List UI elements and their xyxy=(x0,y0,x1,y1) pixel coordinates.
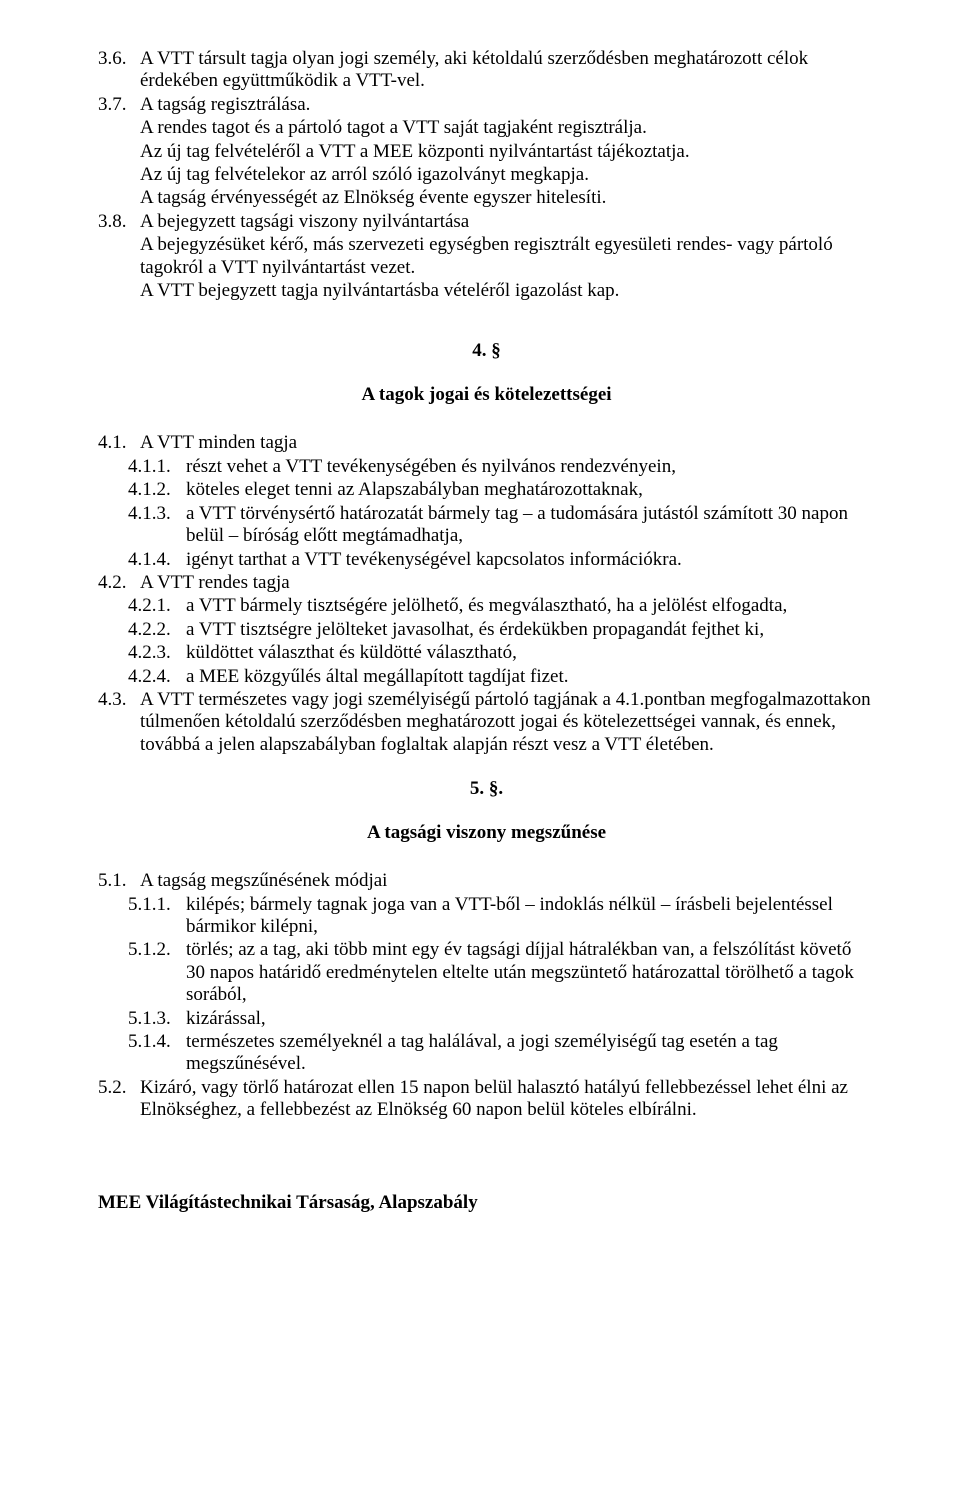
item-text: A VTT rendes tagja xyxy=(140,572,875,594)
item-text: a MEE közgyűlés által megállapított tagd… xyxy=(186,666,875,688)
item-text: kilépés; bármely tagnak joga van a VTT-b… xyxy=(186,894,875,939)
item-text: a VTT bármely tisztségére jelölhető, és … xyxy=(186,595,875,617)
item-number: 4.2.2. xyxy=(128,619,186,641)
item-4-2-4: 4.2.4. a MEE közgyűlés által megállapíto… xyxy=(98,666,875,688)
item-number: 5.1.1. xyxy=(128,894,186,939)
item-3-7-line: Az új tag felvételekor az arról szóló ig… xyxy=(98,164,875,186)
item-text: A bejegyzett tagsági viszony nyilvántart… xyxy=(140,211,875,233)
document-page: 3.6. A VTT társult tagja olyan jogi szem… xyxy=(0,0,960,1262)
item-text: a VTT törvénysértő határozatát bármely t… xyxy=(186,503,875,548)
item-4-1-4: 4.1.4. igényt tarthat a VTT tevékenységé… xyxy=(98,549,875,571)
item-text: természetes személyeknél a tag halálával… xyxy=(186,1031,875,1076)
page-footer: MEE Világítástechnikai Társaság, Alapsza… xyxy=(98,1192,875,1214)
item-text: kizárással, xyxy=(186,1008,875,1030)
item-text: A tagság megszűnésének módjai xyxy=(140,870,875,892)
item-3-7-line: Az új tag felvételéről a VTT a MEE közpo… xyxy=(98,141,875,163)
item-text: A tagság regisztrálása. xyxy=(140,94,875,116)
item-number: 4.3. xyxy=(98,689,140,756)
item-number: 3.8. xyxy=(98,211,140,233)
item-number: 5.1. xyxy=(98,870,140,892)
item-number: 3.6. xyxy=(98,48,140,93)
item-4-1-2: 4.1.2. köteles eleget tenni az Alapszabá… xyxy=(98,479,875,501)
section-4-number: 4. § xyxy=(98,340,875,362)
item-text: A VTT minden tagja xyxy=(140,432,875,454)
item-text: A VTT természetes vagy jogi személyiségű… xyxy=(140,689,875,756)
item-number: 4.1.2. xyxy=(128,479,186,501)
item-number: 4.1.4. xyxy=(128,549,186,571)
item-3-7: 3.7. A tagság regisztrálása. xyxy=(98,94,875,116)
item-5-1: 5.1. A tagság megszűnésének módjai xyxy=(98,870,875,892)
item-5-1-3: 5.1.3. kizárással, xyxy=(98,1008,875,1030)
item-text: törlés; az a tag, aki több mint egy év t… xyxy=(186,939,875,1006)
item-text: küldöttet választhat és küldötté választ… xyxy=(186,642,875,664)
item-3-8-line: A bejegyzésüket kérő, más szervezeti egy… xyxy=(98,234,875,279)
item-text: Kizáró, vagy törlő határozat ellen 15 na… xyxy=(140,1077,875,1122)
item-5-1-2: 5.1.2. törlés; az a tag, aki több mint e… xyxy=(98,939,875,1006)
item-text: a VTT tisztségre jelölteket javasolhat, … xyxy=(186,619,875,641)
item-4-1-3: 4.1.3. a VTT törvénysértő határozatát bá… xyxy=(98,503,875,548)
item-text: köteles eleget tenni az Alapszabályban m… xyxy=(186,479,875,501)
item-number: 5.1.3. xyxy=(128,1008,186,1030)
section-5-number: 5. §. xyxy=(98,778,875,800)
item-3-8-line: A VTT bejegyzett tagja nyilvántartásba v… xyxy=(98,280,875,302)
section-4-title: A tagok jogai és kötelezettségei xyxy=(98,384,875,406)
item-4-2-2: 4.2.2. a VTT tisztségre jelölteket javas… xyxy=(98,619,875,641)
item-3-7-line: A rendes tagot és a pártoló tagot a VTT … xyxy=(98,117,875,139)
item-5-1-4: 5.1.4. természetes személyeknél a tag ha… xyxy=(98,1031,875,1076)
item-number: 4.1.1. xyxy=(128,456,186,478)
item-number: 5.1.2. xyxy=(128,939,186,1006)
item-number: 3.7. xyxy=(98,94,140,116)
item-number: 5.1.4. xyxy=(128,1031,186,1076)
item-text: A VTT társult tagja olyan jogi személy, … xyxy=(140,48,875,93)
item-3-8: 3.8. A bejegyzett tagsági viszony nyilvá… xyxy=(98,211,875,233)
item-5-1-1: 5.1.1. kilépés; bármely tagnak joga van … xyxy=(98,894,875,939)
item-4-2: 4.2. A VTT rendes tagja xyxy=(98,572,875,594)
item-text: igényt tarthat a VTT tevékenységével kap… xyxy=(186,549,875,571)
item-3-7-line: A tagság érvényességét az Elnökség évent… xyxy=(98,187,875,209)
item-number: 4.2.3. xyxy=(128,642,186,664)
section-5-title: A tagsági viszony megszűnése xyxy=(98,822,875,844)
item-5-2: 5.2. Kizáró, vagy törlő határozat ellen … xyxy=(98,1077,875,1122)
item-number: 4.2.1. xyxy=(128,595,186,617)
item-number: 4.1. xyxy=(98,432,140,454)
item-4-1-1: 4.1.1. részt vehet a VTT tevékenységében… xyxy=(98,456,875,478)
item-number: 4.1.3. xyxy=(128,503,186,548)
item-4-3: 4.3. A VTT természetes vagy jogi személy… xyxy=(98,689,875,756)
item-number: 4.2.4. xyxy=(128,666,186,688)
item-text: részt vehet a VTT tevékenységében és nyi… xyxy=(186,456,875,478)
item-3-6: 3.6. A VTT társult tagja olyan jogi szem… xyxy=(98,48,875,93)
item-number: 5.2. xyxy=(98,1077,140,1122)
item-4-2-1: 4.2.1. a VTT bármely tisztségére jelölhe… xyxy=(98,595,875,617)
item-4-1: 4.1. A VTT minden tagja xyxy=(98,432,875,454)
item-4-2-3: 4.2.3. küldöttet választhat és küldötté … xyxy=(98,642,875,664)
item-number: 4.2. xyxy=(98,572,140,594)
